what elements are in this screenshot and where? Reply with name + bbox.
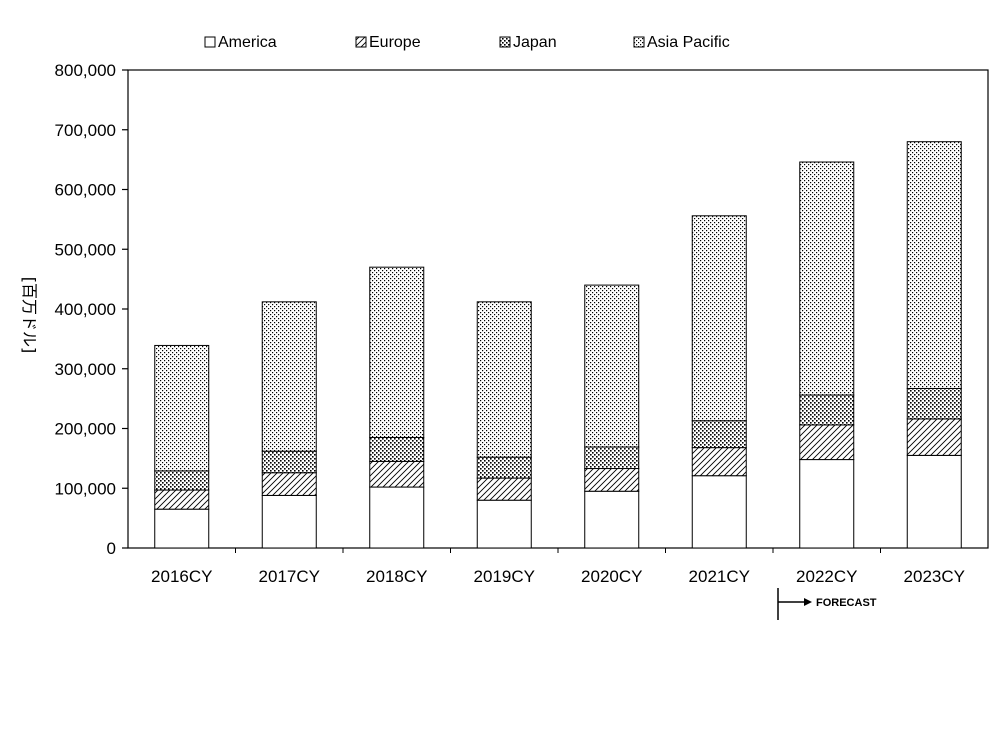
forecast-label: FORECAST bbox=[816, 597, 877, 609]
forecast-annotation: FORECAST bbox=[777, 588, 877, 620]
legend-label: America bbox=[218, 34, 277, 51]
bar-segment-europe bbox=[906, 418, 962, 456]
bar-segment-japan bbox=[476, 456, 532, 479]
x-tick-label: 2022CY bbox=[796, 567, 857, 586]
x-tick-label: 2017CY bbox=[259, 567, 320, 586]
x-tick-label: 2016CY bbox=[151, 567, 212, 586]
bar-segment-europe bbox=[261, 472, 317, 496]
bar-segment-asia-pacific bbox=[476, 301, 532, 458]
y-tick-label: 300,000 bbox=[55, 360, 116, 379]
y-axis: 0 100,000 200,000 300,000 400,000 500,000 600,… bbox=[55, 61, 128, 558]
y-tick-label: 500,000 bbox=[55, 240, 116, 259]
bar-segment-asia-pacific bbox=[369, 266, 425, 438]
y-tick-label: 600,000 bbox=[55, 181, 116, 200]
bar-segment-asia-pacific bbox=[691, 215, 747, 422]
legend-label: Japan bbox=[513, 34, 557, 51]
x-tick-label: 2019CY bbox=[474, 567, 535, 586]
legend-label: Europe bbox=[369, 34, 421, 51]
bar-segment-japan bbox=[369, 436, 425, 462]
bar-segment-asia-pacific bbox=[799, 161, 855, 396]
legend-swatch bbox=[355, 36, 367, 48]
bar-segment-europe bbox=[799, 424, 855, 461]
bar-segment-japan bbox=[261, 450, 317, 474]
bar-segment-america bbox=[261, 494, 317, 549]
bar-segment-japan bbox=[906, 387, 962, 420]
bar-segment-asia-pacific bbox=[584, 284, 640, 448]
legend: America Europe Japan Asia Pacific bbox=[204, 34, 730, 51]
legend-swatch bbox=[633, 36, 645, 48]
bars bbox=[154, 141, 962, 549]
y-tick-label: 700,000 bbox=[55, 121, 116, 140]
x-tick-label: 2018CY bbox=[366, 567, 427, 586]
bar-segment-america bbox=[584, 490, 640, 549]
x-tick-label: 2023CY bbox=[904, 567, 965, 586]
bar-segment-america bbox=[691, 475, 747, 549]
x-axis: 2016CY 2017CY 2018CY 2019CY 2020CY 2021CY 2022… bbox=[151, 548, 965, 586]
bar-segment-japan bbox=[584, 446, 640, 470]
bar-segment-japan bbox=[154, 470, 210, 491]
bar-segment-japan bbox=[799, 394, 855, 426]
bar-segment-asia-pacific bbox=[906, 141, 962, 389]
legend-swatch bbox=[204, 36, 216, 48]
bar-segment-america bbox=[906, 454, 962, 549]
y-tick-label: 100,000 bbox=[55, 479, 116, 498]
bar-segment-america bbox=[369, 486, 425, 549]
bar-segment-america bbox=[476, 499, 532, 549]
bar-segment-asia-pacific bbox=[261, 301, 317, 452]
bar-segment-america bbox=[799, 459, 855, 549]
bar-segment-europe bbox=[154, 489, 210, 510]
bar-segment-europe bbox=[691, 447, 747, 477]
legend-swatch bbox=[499, 36, 511, 48]
y-tick-label: 0 bbox=[107, 539, 116, 558]
y-tick-label: 200,000 bbox=[55, 420, 116, 439]
legend-label: Asia Pacific bbox=[647, 34, 730, 51]
x-tick-label: 2020CY bbox=[581, 567, 642, 586]
plot-area-frame bbox=[127, 69, 989, 549]
bar-segment-japan bbox=[691, 420, 747, 449]
bar-segment-america bbox=[154, 508, 210, 549]
bar-segment-europe bbox=[584, 468, 640, 492]
x-tick-label: 2021CY bbox=[689, 567, 750, 586]
y-tick-label: 800,000 bbox=[55, 61, 116, 80]
y-axis-label: [百万ドル] bbox=[20, 277, 39, 354]
bar-segment-europe bbox=[369, 460, 425, 488]
bar-segment-europe bbox=[476, 477, 532, 501]
y-tick-label: 400,000 bbox=[55, 300, 116, 319]
bar-segment-asia-pacific bbox=[154, 344, 210, 472]
